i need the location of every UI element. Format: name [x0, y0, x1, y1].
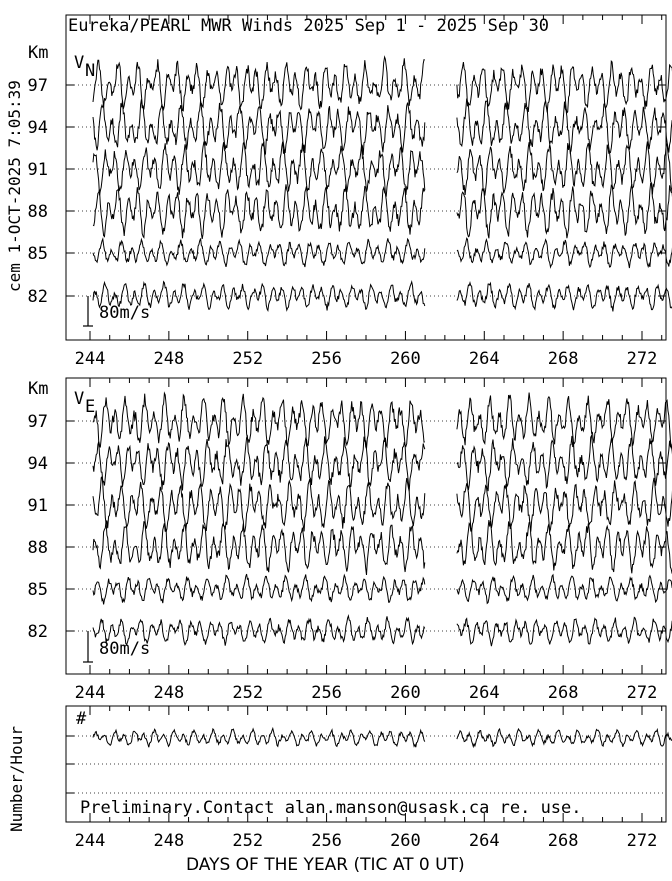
x-axis-label: DAYS OF THE YEAR (TIC AT 0 UT) [186, 855, 465, 875]
chart-title: Eureka/PEARL MWR Winds 2025 Sep 1 - 2025… [68, 16, 549, 36]
altitude-label-91: 91 [28, 496, 48, 516]
x-tick-label: 252 [232, 683, 263, 703]
x-tick-label: 248 [153, 831, 184, 851]
altitude-label-88: 88 [28, 202, 48, 222]
x-tick-label: 248 [153, 683, 184, 703]
wind-trace-VN-82 [456, 281, 672, 312]
x-tick-label: 256 [311, 831, 342, 851]
altitude-label-85: 85 [28, 244, 48, 264]
x-tick-label: 252 [232, 831, 263, 851]
altitude-label-94: 94 [28, 118, 48, 138]
wind-trace-VN-97 [456, 60, 672, 114]
wind-trace-VN-94 [456, 98, 672, 155]
y-unit-label: Km [28, 43, 48, 63]
x-tick-label: 264 [469, 683, 500, 703]
wind-trace-VE-91 [92, 475, 426, 534]
panel-frame-VN [65, 14, 667, 341]
x-tick-label: 260 [390, 349, 421, 369]
wind-trace-VE-85 [456, 573, 672, 605]
count-series-label: # [76, 709, 87, 729]
x-tick-label: 264 [469, 349, 500, 369]
timestamp-label: cem 1-OCT-2025 7:05:39 [5, 80, 24, 292]
altitude-label-88: 88 [28, 538, 48, 558]
x-tick-label: 256 [311, 683, 342, 703]
x-tick-label: 272 [627, 683, 658, 703]
wind-trace-VE-82 [456, 616, 672, 647]
component-subscript: E [85, 397, 95, 417]
x-tick-label: 272 [627, 831, 658, 851]
altitude-label-82: 82 [28, 622, 48, 642]
count-trace [92, 726, 426, 748]
altitude-label-94: 94 [28, 454, 48, 474]
wind-trace-VN-91 [456, 141, 672, 196]
wind-trace-VN-94 [92, 99, 426, 156]
component-label-VN: V [74, 53, 84, 73]
scale-bar-label: 80m/s [99, 639, 150, 659]
x-tick-label: 260 [390, 683, 421, 703]
x-tick-label: 264 [469, 831, 500, 851]
y-unit-label: Km [28, 379, 48, 399]
wind-trace-VN-91 [92, 140, 426, 197]
footnote-text: Preliminary.Contact alan.manson@usask.ca… [80, 798, 582, 818]
x-tick-label: 244 [75, 831, 106, 851]
wind-trace-VN-88 [92, 183, 426, 239]
wind-trace-VE-88 [92, 520, 426, 576]
wind-trace-VE-94 [456, 433, 672, 492]
x-tick-label: 248 [153, 349, 184, 369]
wind-trace-VN-97 [92, 55, 426, 112]
wind-trace-VN-88 [456, 182, 672, 239]
altitude-label-85: 85 [28, 580, 48, 600]
x-tick-label: 268 [548, 683, 579, 703]
wind-trace-VE-88 [456, 520, 672, 574]
x-tick-label: 244 [75, 349, 106, 369]
altitude-label-91: 91 [28, 160, 48, 180]
wind-trace-VN-85 [92, 237, 426, 268]
component-subscript: N [85, 61, 95, 81]
x-tick-label: 268 [548, 349, 579, 369]
altitude-label-82: 82 [28, 287, 48, 307]
wind-trace-VN-85 [456, 237, 672, 269]
x-tick-label: 252 [232, 349, 263, 369]
x-tick-label: 244 [75, 683, 106, 703]
component-label-VE: V [74, 389, 84, 409]
y-side-label: Number/Hour [7, 726, 26, 832]
wind-trace-VE-97 [92, 391, 426, 449]
altitude-label-97: 97 [28, 76, 48, 96]
x-tick-label: 256 [311, 349, 342, 369]
x-tick-label: 272 [627, 349, 658, 369]
scale-bar-label: 80m/s [99, 303, 150, 323]
count-trace [456, 727, 672, 749]
wind-trace-VE-97 [456, 392, 672, 449]
wind-trace-VN-82 [92, 279, 426, 313]
wind-trace-VE-91 [456, 477, 672, 532]
x-tick-label: 268 [548, 831, 579, 851]
wind-trace-VE-94 [92, 434, 426, 492]
altitude-label-97: 97 [28, 412, 48, 432]
wind-trace-VE-82 [92, 614, 426, 646]
wind-trace-VE-85 [92, 573, 426, 605]
x-tick-label: 260 [390, 831, 421, 851]
